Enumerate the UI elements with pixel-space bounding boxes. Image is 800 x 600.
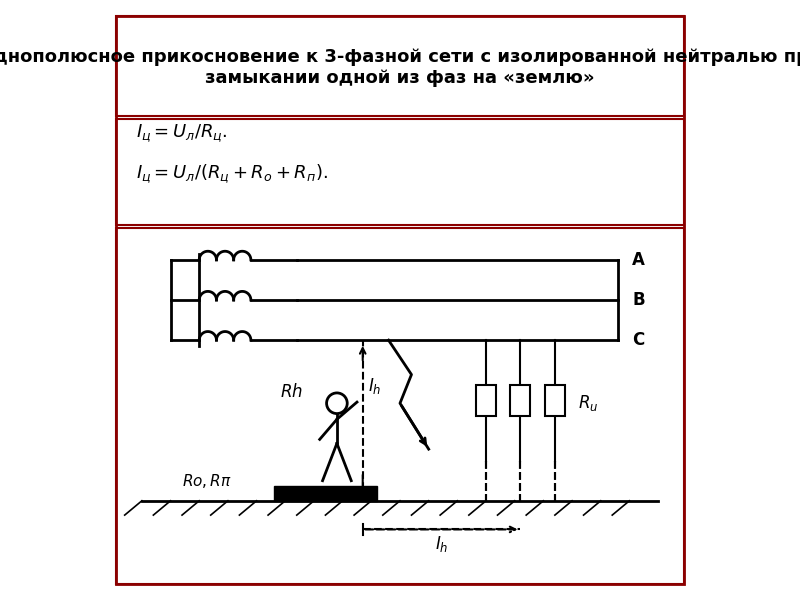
Text: $I_{ц} = U_{л} / R_{ц}.$: $I_{ц} = U_{л} / R_{ц}.$ (136, 123, 228, 145)
Bar (274, 487, 377, 501)
Text: Однополюсное прикосновение к 3-фазной сети с изолированной нейтралью при
замыкан: Однополюсное прикосновение к 3-фазной се… (0, 48, 800, 87)
Text: $I_{h}$: $I_{h}$ (435, 534, 448, 554)
Text: $Ro, R\pi$: $Ro, R\pi$ (182, 472, 232, 490)
Text: C: C (632, 331, 645, 349)
Text: $I_{ц} = U_{л} / (R_{ц} + R_{o} + R_{п}).$: $I_{ц} = U_{л} / (R_{ц} + R_{o} + R_{п})… (136, 163, 328, 185)
Text: $Rh$: $Rh$ (279, 383, 302, 401)
Text: $R_{u}$: $R_{u}$ (578, 393, 598, 413)
Bar (476, 385, 496, 416)
Text: B: B (632, 291, 645, 309)
Bar (510, 385, 530, 416)
Text: A: A (632, 251, 645, 269)
Text: $I_{h}$: $I_{h}$ (369, 376, 382, 396)
Bar (545, 385, 565, 416)
